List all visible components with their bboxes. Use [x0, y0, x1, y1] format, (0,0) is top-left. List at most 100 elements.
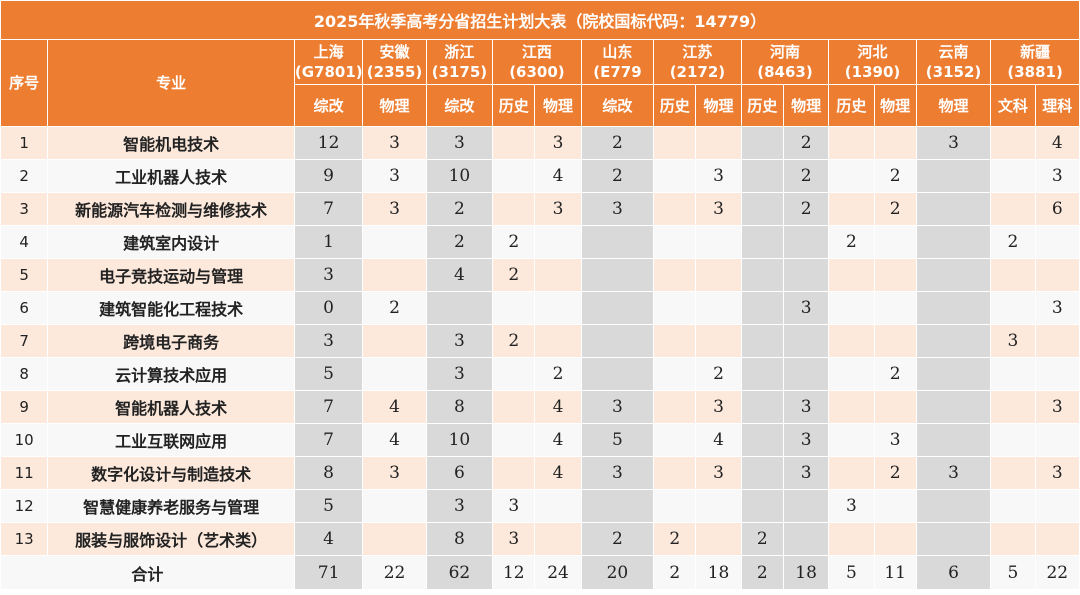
total-cell: 18 [782, 555, 830, 590]
province-code: (E779 [593, 63, 642, 81]
quota-cell [653, 291, 697, 325]
quota-cell: 5 [580, 423, 655, 457]
total-row: 合计 71 22 62 12 24 20 2 18 2 18 5 11 6 5 22 [0, 555, 1080, 590]
quota-cell [873, 522, 917, 556]
quota-cell [534, 324, 582, 358]
quota-cell [828, 159, 875, 193]
quota-cell [653, 192, 697, 226]
quota-cell: 4 [1034, 126, 1080, 160]
quota-cell: 3 [695, 390, 742, 424]
quota-cell [534, 522, 582, 556]
quota-cell: 3 [1034, 390, 1080, 424]
total-cell: 62 [425, 555, 494, 590]
quota-cell: 3 [580, 390, 655, 424]
quota-cell [782, 258, 830, 292]
province-name: 江苏 [682, 43, 713, 61]
quota-cell [873, 126, 917, 160]
quota-cell: 5 [293, 357, 364, 391]
total-cell: 6 [915, 555, 992, 590]
quota-cell [873, 258, 917, 292]
quota-cell [580, 225, 655, 259]
quota-cell [653, 357, 697, 391]
quota-cell: 3 [782, 456, 830, 490]
quota-cell [828, 126, 875, 160]
quota-cell [580, 291, 655, 325]
quota-cell: 6 [425, 456, 494, 490]
quota-cell: 3 [782, 423, 830, 457]
quota-cell [782, 522, 830, 556]
quota-cell: 3 [362, 456, 427, 490]
quota-cell: 4 [534, 159, 582, 193]
quota-cell [828, 390, 875, 424]
quota-cell [915, 357, 992, 391]
province-code: (3175) [431, 63, 488, 81]
quota-cell [362, 522, 427, 556]
row-major: 数字化设计与制造技术 [47, 456, 295, 490]
quota-cell: 2 [425, 225, 494, 259]
quota-cell [990, 258, 1036, 292]
province-header: 浙江 (3175) [425, 39, 494, 85]
quota-cell [740, 258, 784, 292]
quota-cell [534, 489, 582, 523]
total-cell: 22 [1034, 555, 1080, 590]
quota-cell: 4 [534, 423, 582, 457]
quota-cell: 2 [425, 192, 494, 226]
quota-cell [653, 423, 697, 457]
quota-cell: 0 [293, 291, 364, 325]
quota-cell: 2 [873, 456, 917, 490]
table-row: 7 跨境电子商务 3 3 2 3 [0, 324, 1080, 358]
quota-cell [782, 357, 830, 391]
quota-cell [580, 357, 655, 391]
province-header: 新疆 (3881) [990, 39, 1080, 85]
quota-cell: 3 [915, 456, 992, 490]
subject-header: 历史 [492, 84, 536, 127]
row-index: 2 [0, 159, 49, 193]
quota-cell [740, 423, 784, 457]
row-major: 智慧健康养老服务与管理 [47, 489, 295, 523]
quota-cell: 4 [293, 522, 364, 556]
quota-cell: 3 [425, 126, 494, 160]
total-cell: 2 [653, 555, 697, 590]
quota-cell [990, 489, 1036, 523]
subject-header: 物理 [873, 84, 917, 127]
total-cell: 5 [828, 555, 875, 590]
quota-cell: 3 [580, 192, 655, 226]
quota-cell [990, 192, 1036, 226]
quota-cell [653, 489, 697, 523]
quota-cell [1034, 225, 1080, 259]
total-cell: 24 [534, 555, 582, 590]
province-code: (G7801) [294, 63, 363, 81]
table-title: 2025年秋季高考分省招生计划大表（院校国标代码：14779） [0, 0, 1080, 40]
quota-cell: 2 [873, 192, 917, 226]
quota-cell [915, 258, 992, 292]
quota-cell [492, 159, 536, 193]
quota-cell [695, 522, 742, 556]
row-index: 6 [0, 291, 49, 325]
subject-header: 文科 [990, 84, 1036, 127]
quota-cell: 2 [828, 225, 875, 259]
quota-cell: 3 [425, 489, 494, 523]
quota-cell: 6 [1034, 192, 1080, 226]
quota-cell: 2 [492, 258, 536, 292]
quota-cell: 8 [425, 390, 494, 424]
quota-cell [915, 390, 992, 424]
quota-cell [990, 522, 1036, 556]
quota-cell: 2 [534, 357, 582, 391]
quota-cell: 3 [1034, 456, 1080, 490]
header-index: 序号 [0, 39, 49, 127]
subject-header: 物理 [782, 84, 830, 127]
row-major: 新能源汽车检测与维修技术 [47, 192, 295, 226]
subject-header: 物理 [362, 84, 427, 127]
quota-cell: 2 [492, 324, 536, 358]
quota-cell [362, 258, 427, 292]
total-label: 合计 [0, 555, 295, 590]
province-header: 安徽 (2355) [362, 39, 427, 85]
quota-cell [990, 423, 1036, 457]
quota-cell [915, 522, 992, 556]
quota-cell [915, 489, 992, 523]
subject-header: 历史 [653, 84, 697, 127]
row-major: 智能机电技术 [47, 126, 295, 160]
quota-cell: 2 [990, 225, 1036, 259]
quota-cell: 4 [534, 390, 582, 424]
